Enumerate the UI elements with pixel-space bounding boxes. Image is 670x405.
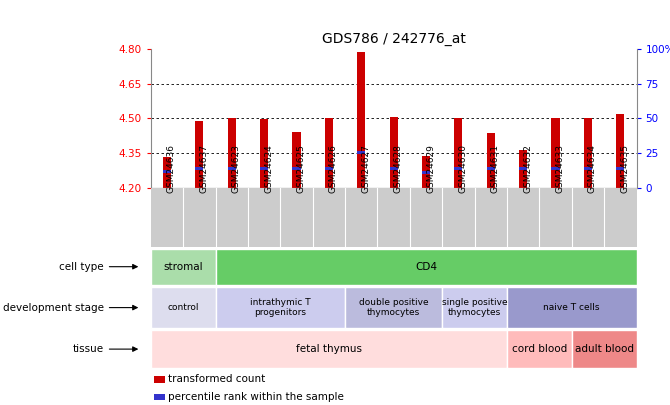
Text: development stage: development stage — [3, 303, 104, 313]
Bar — [357, 52, 365, 188]
Bar — [486, 133, 495, 188]
Bar — [260, 167, 268, 170]
Bar — [345, 287, 442, 328]
Text: cord blood: cord blood — [512, 344, 567, 354]
Text: GSM24636: GSM24636 — [167, 144, 176, 193]
Bar — [163, 157, 171, 188]
Bar — [195, 122, 204, 188]
Bar — [507, 330, 572, 368]
Bar — [154, 394, 165, 401]
Text: naive T cells: naive T cells — [543, 303, 600, 312]
Bar — [389, 117, 398, 188]
Text: control: control — [168, 303, 199, 312]
Text: transformed count: transformed count — [168, 374, 265, 384]
Bar — [325, 118, 333, 188]
Text: double positive
thymocytes: double positive thymocytes — [359, 298, 428, 317]
Text: GSM24632: GSM24632 — [523, 144, 532, 193]
Bar — [163, 170, 171, 173]
Bar — [454, 118, 462, 188]
Text: GSM24625: GSM24625 — [297, 144, 306, 193]
Text: cell type: cell type — [59, 262, 104, 272]
Bar — [325, 167, 333, 170]
Bar — [486, 167, 495, 170]
Bar — [228, 118, 236, 188]
Bar — [519, 150, 527, 188]
Text: GSM24629: GSM24629 — [426, 144, 435, 193]
Bar — [551, 167, 559, 170]
Bar — [422, 171, 430, 173]
Text: CD4: CD4 — [415, 262, 437, 272]
Text: GSM24624: GSM24624 — [264, 144, 273, 193]
Text: GSM24633: GSM24633 — [555, 144, 565, 193]
Text: percentile rank within the sample: percentile rank within the sample — [168, 392, 344, 402]
Text: GSM24635: GSM24635 — [620, 144, 629, 193]
Bar — [616, 167, 624, 170]
Bar — [584, 118, 592, 188]
Text: GSM24627: GSM24627 — [361, 144, 371, 193]
Bar — [154, 376, 165, 383]
Text: GSM24630: GSM24630 — [458, 144, 468, 193]
Text: GSM24623: GSM24623 — [232, 144, 241, 193]
Bar — [442, 287, 507, 328]
Bar — [551, 118, 559, 188]
Bar — [389, 167, 398, 170]
Bar — [216, 287, 345, 328]
Text: GSM24626: GSM24626 — [329, 144, 338, 193]
Bar — [195, 167, 204, 170]
Text: adult blood: adult blood — [575, 344, 634, 354]
Bar — [519, 167, 527, 170]
Text: GSM24637: GSM24637 — [200, 144, 208, 193]
Bar — [292, 132, 301, 188]
Bar — [507, 287, 636, 328]
Text: GSM24628: GSM24628 — [394, 144, 403, 193]
Bar — [292, 167, 301, 170]
Text: stromal: stromal — [163, 262, 203, 272]
Text: GSM24634: GSM24634 — [588, 144, 597, 193]
Text: GSM24631: GSM24631 — [490, 144, 500, 193]
Bar — [584, 167, 592, 170]
Text: fetal thymus: fetal thymus — [296, 344, 362, 354]
Text: intrathymic T
progenitors: intrathymic T progenitors — [250, 298, 311, 317]
Bar — [454, 167, 462, 170]
Bar — [228, 167, 236, 170]
Bar — [216, 249, 636, 285]
Bar — [616, 114, 624, 188]
Bar — [357, 151, 365, 154]
Bar — [422, 156, 430, 188]
Bar — [260, 119, 268, 188]
Text: tissue: tissue — [72, 344, 104, 354]
Bar — [151, 249, 216, 285]
Title: GDS786 / 242776_at: GDS786 / 242776_at — [322, 32, 466, 46]
Bar — [572, 330, 636, 368]
Bar — [151, 287, 216, 328]
Text: single positive
thymocytes: single positive thymocytes — [442, 298, 507, 317]
Bar — [151, 330, 507, 368]
